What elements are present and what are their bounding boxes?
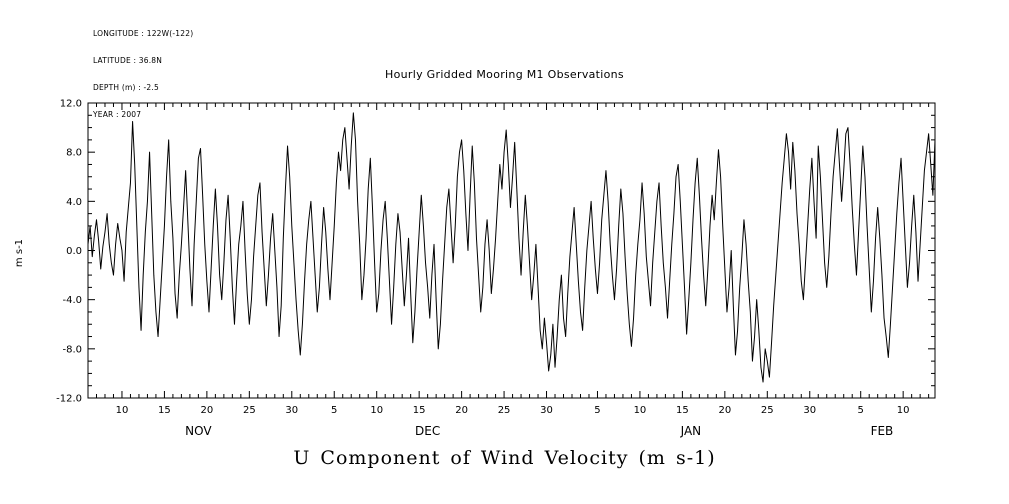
x-tick-label: 15 — [158, 405, 171, 416]
month-label: NOV — [185, 424, 212, 438]
metadata-block: LONGITUDE : 122W(-122) LATITUDE : 36.8N … — [93, 11, 193, 137]
x-tick-label: 5 — [858, 405, 864, 416]
x-tick-label: 30 — [285, 405, 298, 416]
x-tick-label: 20 — [201, 405, 214, 416]
x-tick-label: 25 — [761, 405, 774, 416]
meta-longitude: LONGITUDE : 122W(-122) — [93, 29, 194, 38]
y-tick-label: 8.0 — [66, 148, 82, 159]
month-label: DEC — [415, 424, 440, 438]
meta-depth: DEPTH (m) : -2.5 — [93, 83, 159, 92]
meta-year: YEAR : 2007 — [93, 110, 142, 119]
x-tick-label: 30 — [803, 405, 816, 416]
x-tick-label: 30 — [540, 405, 553, 416]
x-tick-label: 5 — [331, 405, 337, 416]
x-tick-label: 10 — [897, 405, 910, 416]
y-tick-label: -8.0 — [62, 344, 82, 355]
x-tick-label: 25 — [243, 405, 256, 416]
month-label: JAN — [680, 424, 702, 438]
x-tick-label: 25 — [498, 405, 511, 416]
x-tick-label: 10 — [370, 405, 383, 416]
y-tick-label: 4.0 — [66, 197, 82, 208]
x-tick-label: 15 — [413, 405, 426, 416]
plot-border — [87, 102, 936, 399]
x-tick-label: 5 — [594, 405, 600, 416]
x-tick-label: 20 — [718, 405, 731, 416]
y-tick-label: 0.0 — [66, 246, 82, 257]
x-axis-title: U Component of Wind Velocity (m s-1) — [293, 447, 716, 469]
x-tick-label: 10 — [116, 405, 129, 416]
x-tick-label: 15 — [676, 405, 689, 416]
x-tick-label: 20 — [455, 405, 468, 416]
series-line — [87, 112, 936, 383]
y-tick-label: -4.0 — [62, 295, 82, 306]
meta-latitude: LATITUDE : 36.8N — [93, 56, 163, 65]
chart-title: Hourly Gridded Mooring M1 Observations — [385, 68, 624, 81]
y-tick-label: -12.0 — [56, 394, 82, 405]
y-tick-label: 12.0 — [60, 99, 82, 110]
y-axis-title: m s-1 — [14, 239, 25, 267]
month-label: FEB — [871, 424, 894, 438]
x-tick-label: 10 — [634, 405, 647, 416]
